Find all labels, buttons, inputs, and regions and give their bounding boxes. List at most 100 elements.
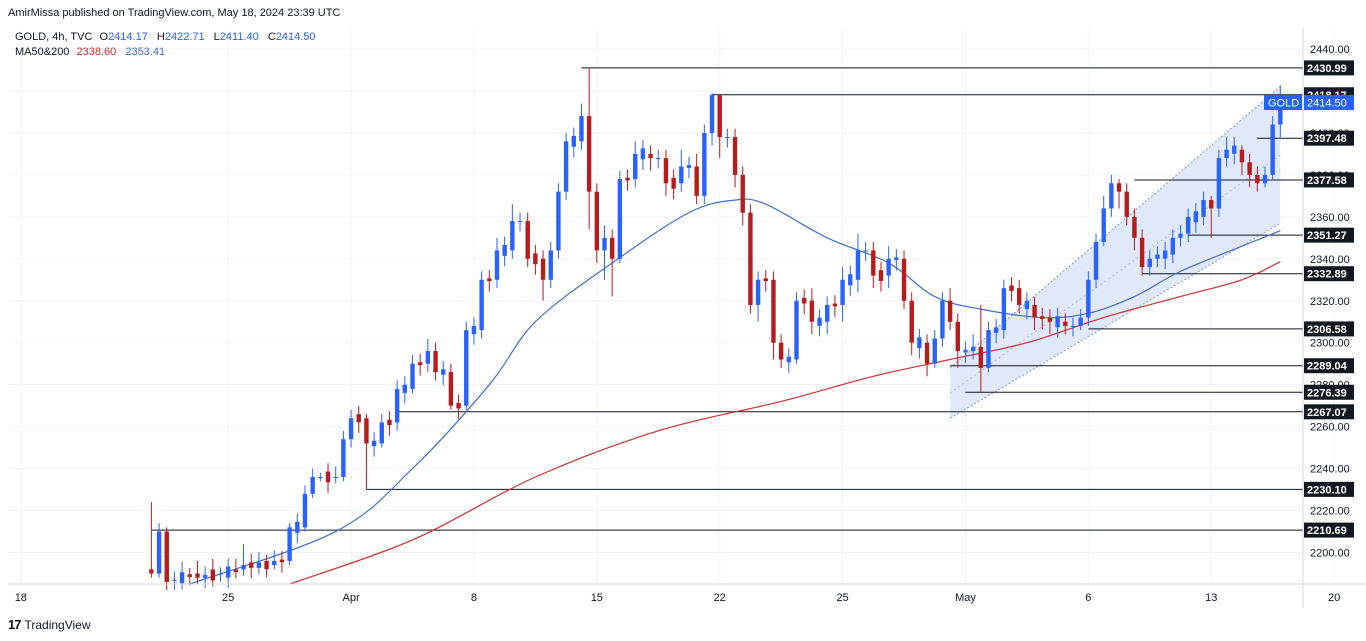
candle-body — [625, 177, 630, 181]
candle-body — [1101, 208, 1106, 243]
candle-body — [1255, 174, 1260, 184]
candle-body — [1109, 183, 1114, 209]
low-value: 2411.40 — [219, 31, 259, 43]
ma-legend: MA50&200 2338.60 2353.41 — [15, 46, 171, 58]
low-label: L — [213, 31, 220, 43]
time-axis[interactable]: 18 25 Apr 8 15 22 25 May 6 13 20 — [15, 592, 1341, 604]
x-tick-label: 8 — [471, 592, 477, 604]
candle-body — [1185, 216, 1191, 234]
level-price-label: 2430.99 — [1307, 63, 1347, 75]
candle-body — [640, 148, 646, 160]
candle-body — [379, 422, 384, 444]
candle-body — [1278, 102, 1283, 125]
symbol-tag — [1264, 94, 1302, 110]
level-price-tag — [1304, 404, 1354, 420]
candle-body — [1270, 124, 1275, 175]
candle-body — [402, 384, 408, 393]
candle-body — [302, 493, 308, 528]
candle-body — [702, 132, 707, 196]
candle-body — [671, 177, 676, 189]
candle-body — [517, 221, 523, 223]
candle-body — [848, 274, 853, 286]
candle-body — [817, 317, 822, 326]
y-tick-label: 2340.00 — [1310, 254, 1350, 266]
candle-body — [586, 116, 592, 192]
candle-body — [778, 342, 784, 360]
candle-body — [725, 137, 730, 139]
candle-body — [978, 346, 984, 368]
x-tick-label: 15 — [591, 592, 603, 604]
level-price-label: 2210.69 — [1307, 525, 1347, 537]
level-price-label: 2332.89 — [1307, 269, 1347, 281]
candle-body — [1209, 200, 1214, 209]
candle-body — [325, 471, 331, 483]
candle-body — [1155, 254, 1160, 259]
candle-body — [579, 116, 584, 142]
level-price-label: 2351.27 — [1307, 230, 1347, 242]
candle-body — [525, 221, 530, 259]
candle-body — [986, 330, 991, 368]
candle-body — [871, 250, 876, 276]
candle-body — [1017, 288, 1022, 305]
ma50-value: 2338.60 — [76, 46, 117, 58]
candle-body — [732, 137, 738, 175]
candle-body — [394, 388, 400, 423]
open-value: 2414.17 — [108, 31, 148, 43]
x-tick-label: 25 — [836, 592, 848, 604]
candle-body — [1201, 200, 1206, 217]
ma-label[interactable]: MA50&200 — [15, 46, 70, 58]
price-axis[interactable]: 2200.002220.002240.002260.002280.002300.… — [1264, 44, 1354, 560]
candle-body — [801, 298, 807, 304]
candle-body — [1040, 316, 1045, 319]
last-price-value: 2414.50 — [1307, 97, 1347, 109]
candle-body — [686, 165, 692, 168]
candle-body — [1047, 317, 1053, 322]
candle-body — [1116, 183, 1122, 192]
candle-body — [195, 573, 200, 578]
brand-name: TradingView — [24, 617, 91, 632]
symbol-label[interactable]: GOLD, 4h, TVC — [15, 31, 93, 43]
candle-body — [855, 250, 861, 280]
candle-body — [264, 561, 269, 570]
y-tick-label: 2260.00 — [1310, 422, 1350, 434]
candle-body — [202, 574, 208, 578]
candle-body — [755, 279, 761, 305]
candle-body — [348, 418, 354, 440]
candle-body — [256, 562, 262, 568]
candle-body — [1162, 250, 1168, 259]
candle-body — [187, 574, 192, 577]
candle-body — [210, 569, 216, 581]
level-price-tag — [1304, 130, 1354, 146]
candle-body — [540, 258, 546, 280]
candle-body — [1063, 321, 1068, 326]
level-price-tag — [1304, 227, 1354, 243]
candle-body — [663, 158, 669, 184]
candle-body — [694, 166, 699, 196]
candle-body — [947, 300, 953, 322]
publisher-line: AmirMissa published on TradingView.com, … — [8, 7, 341, 19]
ma200-value: 2353.41 — [125, 46, 166, 58]
candle-body — [679, 166, 684, 184]
tradingview-footer[interactable]: 17 TradingView — [8, 617, 91, 632]
candle-body — [602, 237, 607, 251]
candle-body — [656, 158, 661, 160]
candle-body — [1070, 325, 1076, 327]
candles — [149, 67, 1283, 591]
candle-body — [1232, 145, 1237, 154]
candle-body — [1055, 316, 1060, 328]
candle-body — [794, 300, 799, 360]
candle-body — [387, 419, 392, 426]
candle-body — [832, 303, 838, 307]
ma200-line — [289, 261, 1281, 585]
candle-body — [164, 531, 169, 582]
candle-body — [1178, 233, 1183, 238]
candle-body — [233, 569, 239, 573]
level-price-label: 2276.39 — [1307, 387, 1347, 399]
candle-body — [609, 237, 615, 259]
candle-body — [225, 566, 231, 578]
candle-body — [840, 279, 845, 305]
candle-body — [371, 440, 377, 447]
candle-body — [825, 304, 830, 322]
candle-body — [464, 330, 469, 406]
